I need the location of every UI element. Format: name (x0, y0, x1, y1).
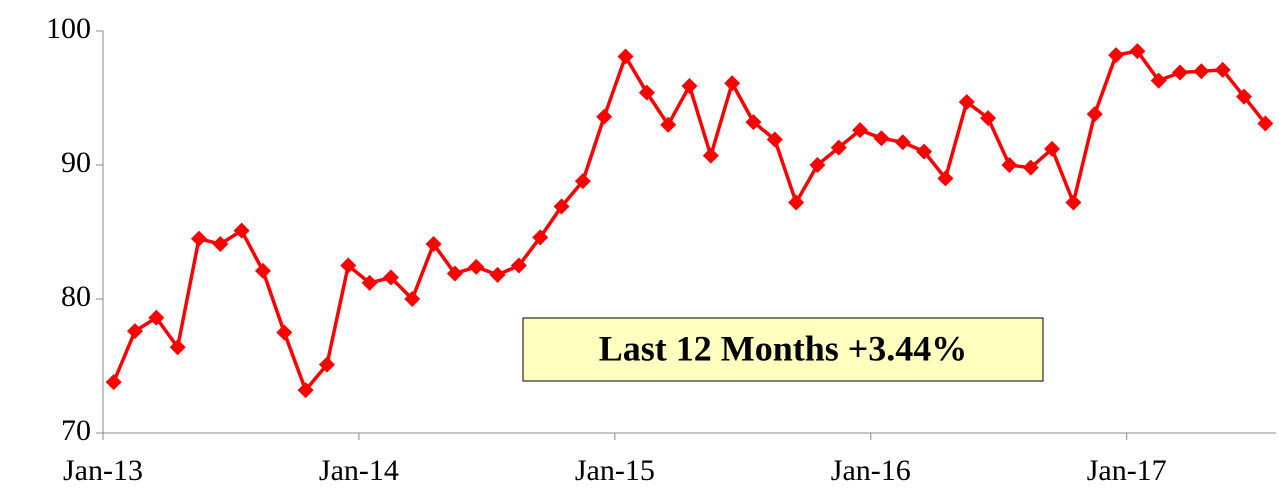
marker (510, 257, 527, 274)
marker (532, 229, 549, 246)
marker (190, 230, 207, 247)
marker (1108, 47, 1125, 64)
x-tick-label: Jan-16 (831, 454, 911, 487)
marker (318, 356, 335, 373)
y-tick-label: 70 (61, 414, 91, 447)
marker (660, 116, 677, 133)
marker (745, 114, 762, 131)
marker (1001, 157, 1018, 173)
marker (916, 143, 933, 160)
marker (1257, 115, 1274, 132)
marker (1172, 64, 1189, 81)
marker (873, 130, 890, 147)
marker (1150, 72, 1167, 89)
marker (1236, 88, 1253, 105)
marker (1214, 61, 1231, 78)
marker (148, 309, 165, 326)
marker (1193, 63, 1210, 80)
marker (1065, 194, 1082, 211)
marker (766, 131, 783, 148)
x-tick-label: Jan-15 (575, 454, 655, 487)
marker (980, 110, 997, 127)
marker (937, 170, 954, 187)
marker (105, 374, 122, 391)
marker (596, 108, 613, 125)
marker (852, 122, 869, 139)
marker (297, 382, 314, 399)
marker (340, 257, 357, 274)
marker (894, 134, 911, 151)
marker (830, 139, 847, 156)
marker (169, 339, 186, 356)
marker (382, 269, 399, 286)
marker (404, 291, 421, 307)
x-tick-label: Jan-17 (1087, 454, 1167, 487)
annotation: Last 12 Months +3.44% (599, 328, 968, 368)
marker (446, 265, 463, 282)
marker (702, 147, 719, 164)
marker (1044, 140, 1061, 157)
marker (553, 198, 570, 215)
marker (638, 84, 655, 101)
marker (1129, 43, 1146, 60)
x-tick-label: Jan-13 (63, 454, 143, 487)
marker (233, 222, 250, 239)
marker (126, 323, 143, 340)
marker (254, 262, 271, 279)
y-tick-label: 100 (46, 12, 91, 45)
marker (724, 75, 741, 92)
marker (489, 266, 506, 283)
marker (809, 157, 826, 173)
annotation-box (522, 317, 1044, 382)
marker (276, 324, 293, 341)
marker (425, 236, 442, 253)
marker (958, 94, 975, 111)
plot: 70 80 90 100 Jan-13 Jan-14 Jan-15 Jan-16 Jan-17 (46, 12, 1276, 487)
marker (574, 173, 591, 190)
x-tick-label: Jan-14 (319, 454, 399, 487)
marker (361, 274, 378, 291)
marker (788, 194, 805, 211)
y-tick-label: 80 (61, 280, 91, 313)
marker (617, 48, 634, 65)
marker (212, 236, 229, 253)
marker (681, 77, 698, 94)
marker (1086, 106, 1103, 123)
y-tick-label: 90 (61, 146, 91, 179)
marker (1022, 159, 1039, 176)
marker (468, 258, 485, 275)
